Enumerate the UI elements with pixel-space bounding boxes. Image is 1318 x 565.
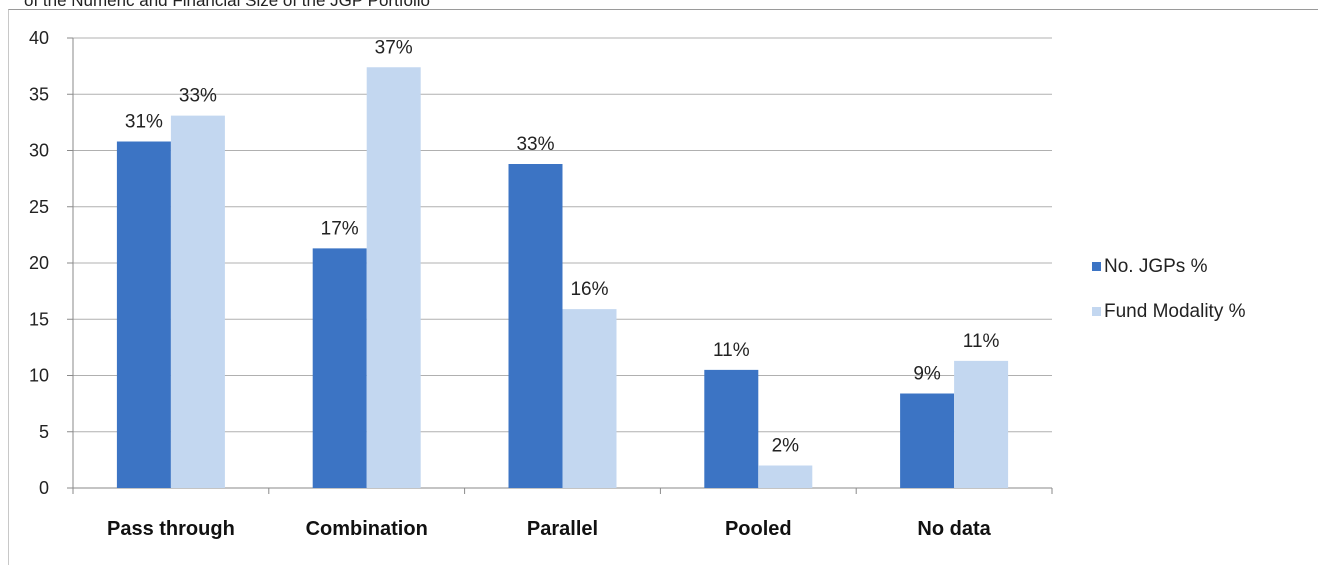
data-label: 37%: [375, 37, 413, 58]
data-label: 16%: [570, 279, 608, 300]
x-tick-label: Combination: [306, 518, 428, 540]
y-tick-label: 25: [29, 197, 49, 217]
y-tick-label: 10: [29, 366, 49, 386]
data-label: 11%: [713, 340, 750, 361]
x-tick-label: Parallel: [527, 518, 598, 540]
bar-fund-modality: [170, 115, 225, 488]
y-tick-label: 5: [39, 422, 49, 442]
bar-fund-modality: [366, 67, 421, 488]
bar-fund-modality: [562, 309, 617, 488]
y-tick-label: 20: [29, 253, 49, 273]
bar-no-jgps: [312, 248, 367, 488]
y-tick-label: 35: [29, 84, 49, 104]
bar-no-jgps: [704, 369, 759, 488]
data-label: 31%: [125, 112, 163, 133]
y-tick-label: 15: [29, 309, 49, 329]
data-label: 11%: [963, 331, 1000, 352]
legend-label: Fund Modality %: [1104, 301, 1246, 322]
y-tick-label: 40: [29, 28, 49, 48]
y-tick-label: 30: [29, 141, 49, 161]
legend-label: No. JGPs %: [1104, 256, 1208, 277]
data-label: 17%: [321, 218, 359, 239]
bar-no-jgps: [508, 164, 563, 488]
figure-caption: of the Numeric and Financial Size of the…: [24, 0, 430, 10]
data-label: 9%: [913, 364, 941, 385]
x-tick-label: No data: [917, 518, 991, 540]
bar-no-jgps: [900, 393, 955, 488]
bar-fund-modality: [758, 465, 813, 488]
legend-swatch: [1092, 307, 1101, 316]
bar-no-jgps: [116, 141, 171, 488]
bar-fund-modality: [954, 360, 1009, 488]
data-label: 33%: [516, 134, 554, 155]
x-tick-label: Pooled: [725, 518, 792, 540]
data-label: 33%: [179, 86, 217, 107]
legend-swatch: [1092, 262, 1101, 271]
data-label: 2%: [772, 436, 800, 457]
y-tick-label: 0: [39, 478, 49, 498]
chart-frame: [8, 9, 1318, 565]
x-tick-label: Pass through: [107, 518, 235, 540]
